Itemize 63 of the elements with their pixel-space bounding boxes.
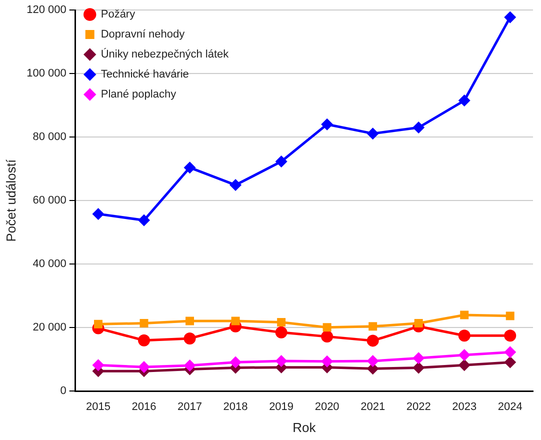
x-tick-label: 2020 xyxy=(314,400,340,413)
point xyxy=(458,359,470,372)
point xyxy=(275,326,288,338)
point xyxy=(366,355,379,368)
point xyxy=(184,359,196,372)
point xyxy=(321,330,334,343)
point xyxy=(138,334,150,346)
point xyxy=(277,318,286,327)
point xyxy=(506,312,514,320)
point xyxy=(94,320,102,328)
point xyxy=(184,332,196,344)
point xyxy=(322,323,332,332)
x-axis-title: Rok xyxy=(292,420,316,435)
point xyxy=(92,208,104,220)
point xyxy=(92,359,104,372)
point xyxy=(138,214,150,226)
point xyxy=(504,330,516,342)
point xyxy=(275,156,288,168)
x-tick-label: 2017 xyxy=(178,400,202,413)
y-tick-label: 60 000 xyxy=(32,194,66,207)
x-tick-label: 2021 xyxy=(360,400,386,413)
point xyxy=(412,122,425,134)
x-tick-label: 2024 xyxy=(498,400,522,413)
point xyxy=(140,318,148,328)
y-tick-label: 0 xyxy=(60,385,66,398)
x-tick-label: 2015 xyxy=(86,400,110,413)
x-tick-label: 2018 xyxy=(223,400,248,413)
point xyxy=(184,162,196,174)
x-tick-label: 2022 xyxy=(406,400,431,413)
point xyxy=(368,322,378,331)
point xyxy=(412,352,425,364)
point xyxy=(504,11,516,24)
point xyxy=(275,355,288,368)
y-tick-label: 120 000 xyxy=(26,4,66,16)
point xyxy=(366,128,379,140)
point xyxy=(458,348,470,361)
y-tick-label: 20 000 xyxy=(32,322,66,334)
legend-label: Technické havárie xyxy=(100,68,189,81)
point xyxy=(458,330,470,342)
point xyxy=(230,356,242,368)
y-tick-label: 40 000 xyxy=(32,258,66,270)
x-tick-label: 2019 xyxy=(269,400,294,413)
point xyxy=(504,346,516,358)
legend-label: Úniky nebezpečných látek xyxy=(100,48,230,61)
point xyxy=(366,334,379,347)
point xyxy=(231,316,240,326)
point xyxy=(460,310,469,320)
x-tick-label: 2023 xyxy=(452,400,477,413)
x-tick-label: 2016 xyxy=(132,400,156,413)
y-axis-title: Počet událostí xyxy=(3,159,18,242)
legend-label: Dopravní nehody xyxy=(100,28,186,41)
point xyxy=(186,316,194,326)
point xyxy=(412,362,425,374)
point xyxy=(230,179,242,192)
legend-label: Plané poplachy xyxy=(100,88,177,101)
point xyxy=(321,118,334,130)
point xyxy=(458,94,470,107)
y-tick-label: 100 000 xyxy=(26,68,66,80)
point xyxy=(138,361,150,374)
legend-label: Požáry xyxy=(100,8,136,21)
y-tick-label: 80 000 xyxy=(32,131,66,144)
point xyxy=(504,356,516,368)
point xyxy=(321,355,334,368)
